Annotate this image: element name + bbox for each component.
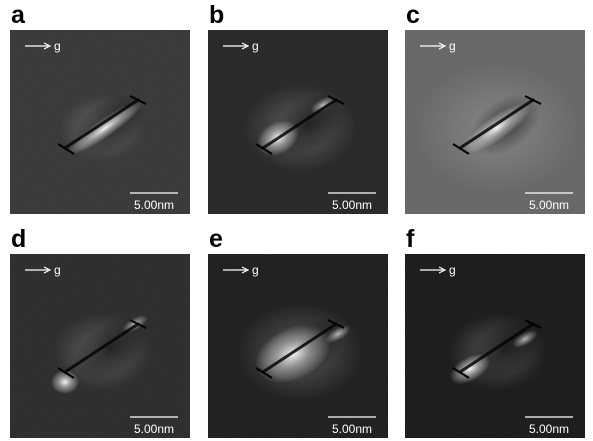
panel-label: e <box>209 225 223 253</box>
direction-label: g <box>252 39 259 53</box>
bright-lobe <box>51 370 79 394</box>
scale-bar-label: 5.00nm <box>134 422 174 436</box>
panel-label: d <box>11 225 26 253</box>
direction-label: g <box>252 263 259 277</box>
panel-label: a <box>11 1 26 29</box>
panel-label: b <box>209 1 224 29</box>
direction-label: g <box>54 263 61 277</box>
panel: g 5.00nm <box>405 254 585 438</box>
panel: g 5.00nm <box>10 254 190 438</box>
direction-label: g <box>449 263 456 277</box>
scale-bar-label: 5.00nm <box>529 422 569 436</box>
direction-label: g <box>54 39 61 53</box>
figure: g 5.00nm a g 5.00nm b g 5.00nm c g 5.00nm d g 5.00nm e… <box>0 0 593 441</box>
scale-bar-label: 5.00nm <box>529 198 569 212</box>
scale-bar-label: 5.00nm <box>134 198 174 212</box>
scale-bar-label: 5.00nm <box>332 422 372 436</box>
panel: g 5.00nm <box>405 30 585 214</box>
panel-label: f <box>406 225 415 253</box>
panel: g 5.00nm <box>208 30 388 214</box>
page: g 5.00nm a g 5.00nm b g 5.00nm c g 5.00nm d g 5.00nm e… <box>0 0 593 441</box>
panel: g 5.00nm <box>208 254 388 438</box>
panel-label: c <box>406 1 420 29</box>
direction-label: g <box>449 39 456 53</box>
scale-bar-label: 5.00nm <box>332 198 372 212</box>
panel: g 5.00nm <box>10 30 190 214</box>
